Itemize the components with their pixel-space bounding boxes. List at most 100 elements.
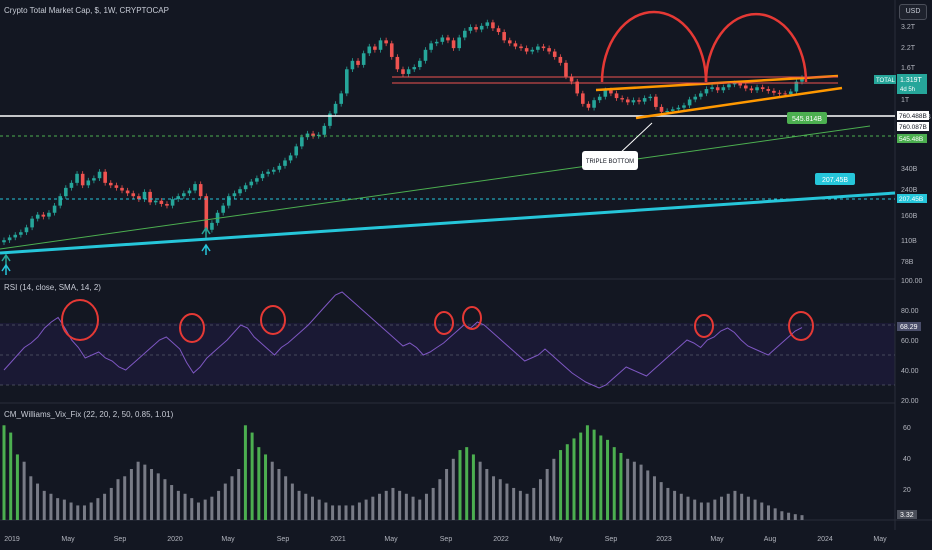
level-badge-207b — [897, 194, 927, 203]
vix-bar — [277, 469, 281, 520]
vix-tick: 20 — [903, 487, 911, 494]
vix-bar — [290, 483, 294, 520]
candle — [86, 180, 91, 186]
price-tick: 78B — [901, 259, 914, 266]
candle — [19, 232, 23, 235]
candle — [288, 155, 293, 161]
time-tick: May — [61, 536, 75, 543]
vix-bar — [62, 499, 66, 520]
vix-bar — [29, 476, 33, 520]
candle — [153, 200, 158, 203]
vix-bar — [371, 496, 375, 520]
vix-bar — [699, 502, 703, 520]
vix-bar — [639, 464, 643, 520]
candle — [367, 46, 372, 54]
candle — [654, 96, 658, 107]
vix-bar — [673, 490, 677, 520]
vix-bar — [304, 493, 308, 520]
vix-bar — [552, 458, 556, 520]
candle — [760, 87, 765, 90]
vix-bar — [492, 476, 496, 520]
candle — [305, 133, 310, 138]
vix-bar — [103, 493, 107, 520]
candle — [170, 199, 175, 206]
rsi-highlight-circle — [694, 314, 714, 338]
candle — [468, 27, 473, 31]
candle — [676, 107, 681, 110]
candle — [491, 22, 495, 29]
vix-bar — [156, 473, 160, 520]
vix-bar — [109, 487, 113, 520]
candle — [406, 69, 411, 74]
vix-bar — [357, 502, 361, 520]
vix-bar — [96, 498, 100, 520]
vix-bar — [15, 454, 19, 520]
time-tick: 2021 — [330, 536, 346, 543]
level-badge-760b-sub — [897, 122, 929, 131]
vix-tick: 60 — [903, 425, 911, 432]
candle — [24, 227, 29, 233]
time-tick: 2024 — [817, 536, 833, 543]
currency-button[interactable]: USD — [899, 4, 927, 20]
vix-bar — [49, 493, 53, 520]
vix-bar — [693, 499, 697, 520]
candle — [384, 40, 388, 44]
vix-bar — [250, 432, 254, 520]
vix-bar — [76, 505, 80, 520]
rsi-line — [3, 291, 803, 389]
vix-bar — [505, 483, 509, 520]
vix-bar — [324, 502, 328, 520]
rsi-highlight-circle — [61, 299, 99, 341]
time-tick: Sep — [114, 536, 127, 543]
candle — [418, 60, 422, 68]
vix-bar — [465, 447, 469, 520]
candle — [333, 103, 338, 114]
vix-bar — [183, 493, 187, 520]
triple-bottom-callout[interactable]: TRIPLE BOTTOM — [582, 122, 653, 170]
candle — [609, 90, 613, 94]
vix-bar — [679, 493, 683, 520]
vix-bar — [572, 438, 576, 520]
vix-bar — [733, 490, 737, 520]
vix-bar — [659, 482, 663, 520]
candle — [659, 106, 664, 112]
candle — [137, 196, 141, 200]
vix-bar — [525, 493, 529, 520]
vix-bar — [297, 490, 301, 520]
candle — [586, 103, 591, 108]
vix-bar — [666, 487, 670, 520]
vix-bar — [793, 514, 797, 520]
candle — [485, 22, 490, 26]
vix-bar — [686, 496, 690, 520]
vix-bar — [150, 469, 154, 520]
vix-bar — [471, 454, 475, 520]
rsi-highlight-circle — [434, 311, 454, 335]
vix-bar — [626, 458, 630, 520]
candle — [41, 214, 46, 217]
candle — [249, 181, 254, 186]
candle — [316, 134, 321, 136]
vix-bar — [424, 493, 428, 520]
vix-bar — [800, 515, 804, 520]
vix-bar — [780, 511, 784, 520]
price-trendlines: 545.814B 207.45B — [0, 10, 896, 275]
marker-arrow — [1, 263, 11, 275]
vix-bar — [230, 476, 234, 520]
candle — [451, 40, 456, 49]
candle — [2, 240, 6, 243]
vix-bar — [82, 505, 86, 520]
level-badge-545b — [897, 134, 927, 143]
vix-bar — [532, 487, 536, 520]
rsi-title: RSI (14, close, SMA, 14, 2) — [4, 283, 101, 292]
vix-bar — [766, 505, 770, 520]
level-tag-207b-text: 207.45B — [822, 177, 848, 184]
vix-bar — [163, 479, 167, 520]
candle — [311, 133, 315, 136]
candle — [440, 37, 445, 42]
vix-bar — [344, 505, 348, 520]
candle — [339, 93, 343, 104]
candle — [373, 46, 377, 50]
vix-bar — [585, 425, 589, 520]
candle — [165, 203, 169, 206]
candle — [47, 212, 51, 217]
